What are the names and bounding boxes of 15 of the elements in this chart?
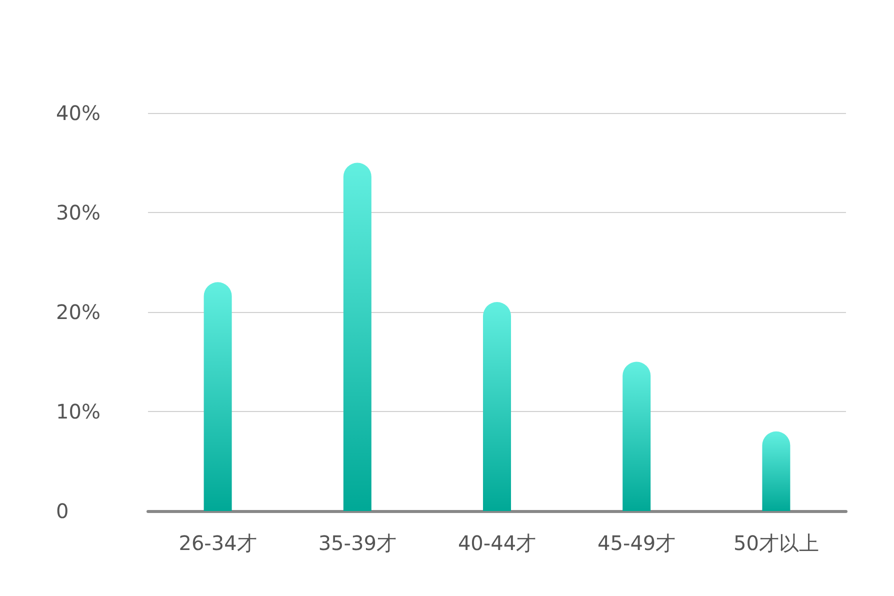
y-tick-label: 0	[56, 499, 69, 523]
x-tick-label: 35-39才	[318, 531, 396, 555]
bar	[483, 302, 511, 511]
x-tick-label: 26-34才	[178, 531, 257, 555]
x-tick-label: 40-44才	[458, 531, 536, 555]
y-tick-label: 30%	[56, 200, 100, 224]
y-tick-label: 40%	[56, 101, 100, 125]
x-tick-label: 50才以上	[733, 531, 819, 555]
bar	[204, 282, 232, 511]
x-tick-label: 45-49才	[598, 531, 676, 555]
y-tick-label: 20%	[56, 300, 100, 324]
bar	[343, 162, 372, 511]
bar	[762, 431, 790, 511]
y-tick-label: 10%	[56, 400, 100, 424]
bar	[622, 362, 651, 511]
